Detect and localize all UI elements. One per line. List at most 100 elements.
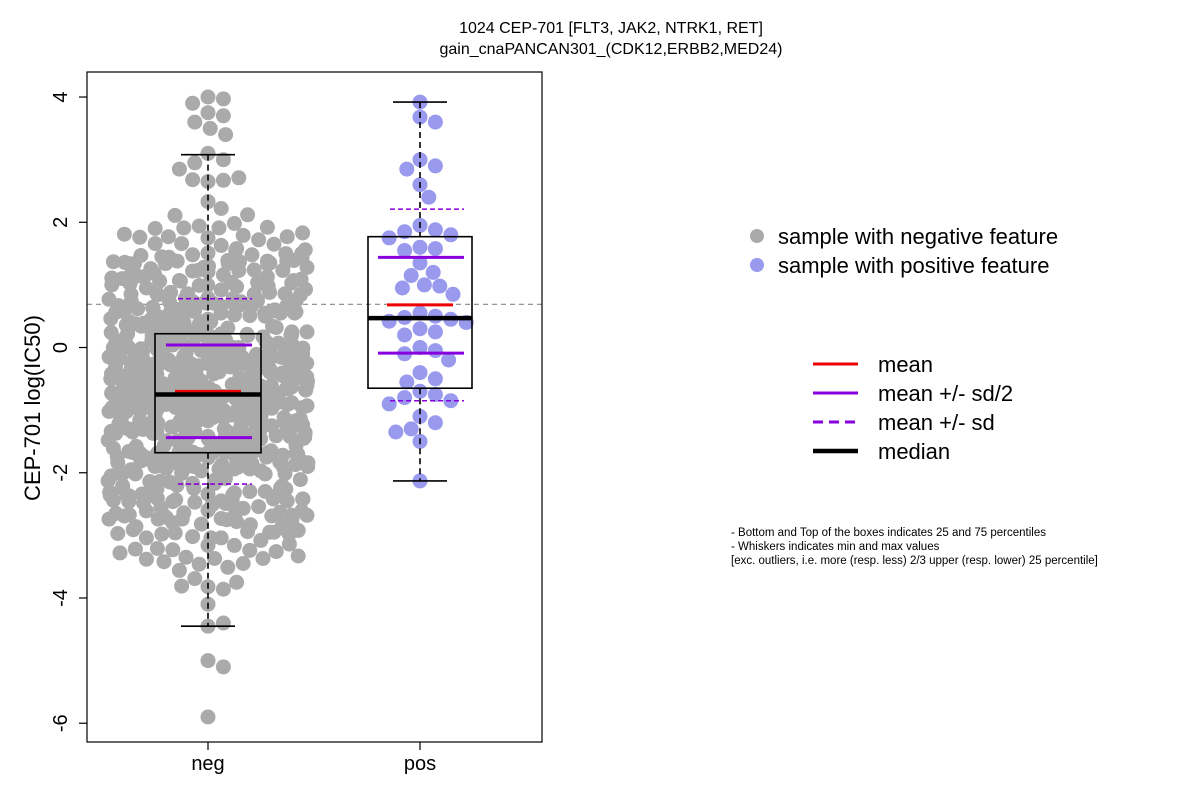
- point-neg: [161, 308, 177, 324]
- footnote-line: - Bottom and Top of the boxes indicates …: [731, 527, 1046, 539]
- point-neg: [260, 278, 276, 294]
- point-neg: [187, 571, 203, 587]
- point-pos: [427, 343, 443, 359]
- point-neg: [279, 229, 295, 245]
- point-neg: [211, 220, 227, 236]
- point-neg: [191, 556, 207, 572]
- point-neg: [183, 356, 199, 372]
- point-neg: [262, 255, 278, 271]
- point-neg: [160, 330, 176, 345]
- point-neg: [294, 246, 310, 262]
- point-neg: [178, 290, 193, 306]
- point-neg: [215, 581, 231, 597]
- point-pos: [388, 424, 404, 440]
- point-neg: [148, 284, 164, 300]
- point-pos: [397, 243, 413, 258]
- point-neg: [122, 276, 138, 292]
- legend-points: sample with negative feature sample with …: [750, 224, 1058, 278]
- point-neg: [135, 495, 151, 511]
- point-pos: [427, 324, 443, 340]
- point-pos: [427, 222, 443, 238]
- point-neg: [150, 511, 166, 527]
- point-neg: [108, 505, 124, 521]
- point-neg: [123, 293, 139, 309]
- point-pos: [427, 415, 443, 431]
- legend-line-label: median: [878, 439, 950, 464]
- point-neg: [172, 413, 188, 429]
- point-neg: [200, 245, 216, 261]
- point-pos: [425, 264, 441, 280]
- point-pos: [399, 374, 415, 390]
- point-neg: [104, 385, 120, 401]
- point-neg: [294, 351, 310, 367]
- point-neg: [147, 459, 163, 474]
- point-neg: [253, 463, 269, 479]
- point-neg: [299, 324, 315, 340]
- legend-point-marker: [750, 229, 764, 243]
- point-neg: [263, 378, 279, 394]
- point-neg: [103, 371, 119, 387]
- point-neg: [109, 449, 125, 465]
- point-neg: [265, 318, 280, 334]
- point-neg: [187, 494, 203, 510]
- point-neg: [137, 449, 153, 465]
- plot-frame: [86, 71, 543, 743]
- point-neg: [190, 263, 206, 278]
- legend-line-label: mean: [878, 352, 933, 377]
- point-neg: [230, 450, 246, 466]
- point-neg: [115, 373, 131, 389]
- point-neg: [161, 352, 177, 368]
- point-neg: [193, 327, 208, 343]
- legend-point-label: sample with positive feature: [778, 253, 1049, 278]
- point-neg: [215, 659, 231, 675]
- point-neg: [176, 220, 192, 236]
- y-tick-label: -4: [50, 589, 72, 607]
- point-neg: [136, 269, 152, 285]
- legend-line-label: mean +/- sd/2: [878, 381, 1013, 406]
- legend-point-label: sample with negative feature: [778, 224, 1058, 249]
- point-neg: [294, 400, 310, 416]
- point-neg: [242, 484, 258, 499]
- point-pos: [421, 189, 437, 205]
- point-pos: [427, 114, 443, 130]
- point-neg: [292, 472, 308, 488]
- point-neg: [200, 105, 216, 121]
- point-pos: [441, 352, 457, 368]
- point-neg: [142, 474, 158, 489]
- point-neg: [246, 262, 262, 278]
- point-neg: [140, 383, 156, 399]
- point-neg: [128, 379, 144, 395]
- point-neg: [186, 451, 202, 467]
- point-neg: [186, 480, 202, 496]
- point-neg: [200, 89, 216, 105]
- point-neg: [288, 293, 304, 309]
- axes: -6 -4 -2 0 2 4 neg pos: [50, 71, 543, 775]
- point-pos: [403, 268, 419, 283]
- point-pos: [399, 161, 415, 177]
- point-neg: [290, 446, 306, 462]
- point-neg: [278, 381, 294, 397]
- point-neg: [135, 422, 151, 437]
- point-pos: [397, 327, 413, 343]
- point-neg: [220, 355, 236, 370]
- point-neg: [278, 246, 294, 262]
- point-neg: [235, 556, 251, 571]
- point-neg: [147, 221, 163, 236]
- point-neg: [266, 236, 282, 252]
- point-neg: [244, 247, 260, 263]
- point-pos: [427, 241, 443, 257]
- point-neg: [162, 474, 178, 490]
- point-pos: [427, 158, 443, 174]
- point-neg: [147, 236, 163, 252]
- point-neg: [229, 574, 245, 590]
- point-neg: [153, 500, 169, 516]
- point-neg: [226, 296, 242, 312]
- point-neg: [213, 282, 229, 298]
- point-neg: [219, 512, 235, 528]
- point-neg: [193, 516, 209, 532]
- point-neg: [297, 425, 313, 441]
- point-neg: [172, 273, 188, 289]
- chart-title-line2: gain_cnaPANCAN301_(CDK12,ERBB2,MED24): [440, 41, 783, 58]
- point-neg: [215, 615, 231, 631]
